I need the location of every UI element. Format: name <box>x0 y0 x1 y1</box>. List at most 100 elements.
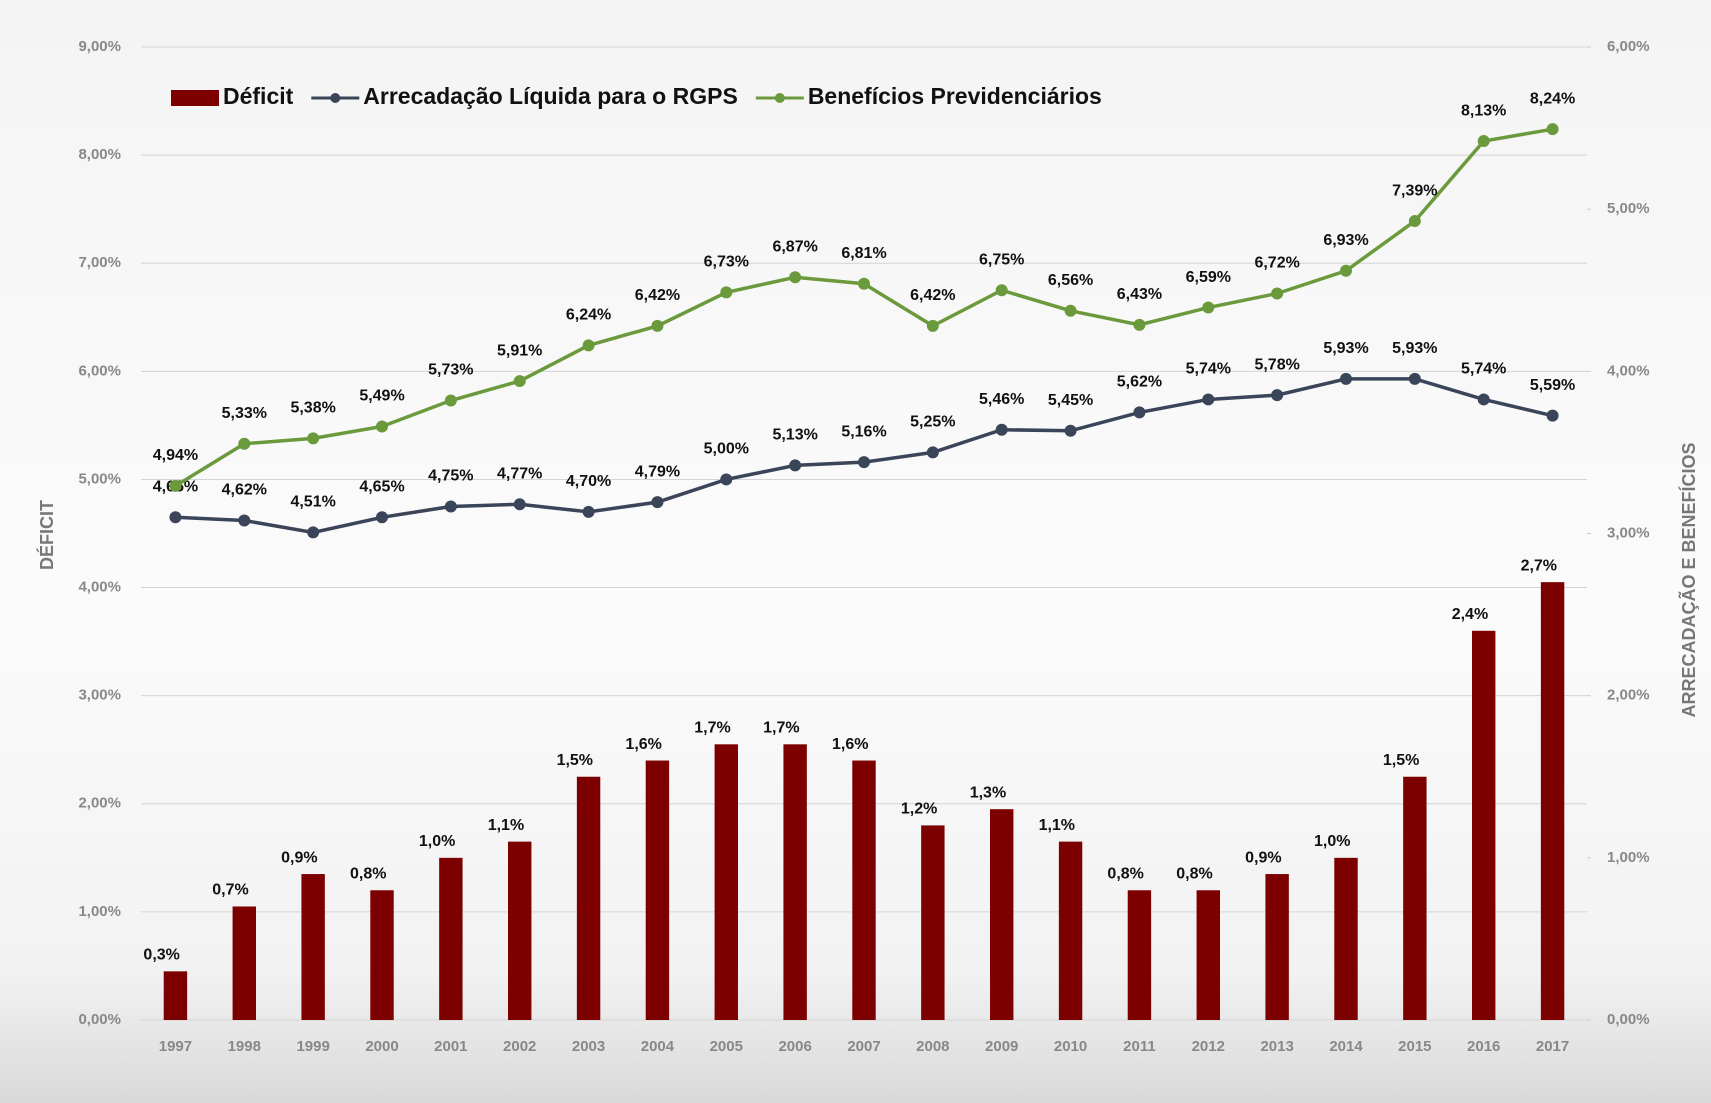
bar <box>1472 630 1496 1020</box>
y-tick-label: 1,00% <box>78 903 121 920</box>
line-value-label: 7,39% <box>1392 182 1437 199</box>
x-tick-label: 2015 <box>1398 1038 1431 1055</box>
bar-value-label: 0,9% <box>1245 849 1281 866</box>
line-value-label: 5,62% <box>1117 374 1162 391</box>
bar-value-label: 1,5% <box>1383 752 1419 769</box>
line-point <box>307 432 320 445</box>
line-value-label: 4,75% <box>428 468 473 485</box>
y2-tick-label: 3,00% <box>1607 524 1650 541</box>
bar <box>370 890 394 1020</box>
line-point <box>651 319 664 332</box>
line-point <box>1133 318 1146 331</box>
line-point <box>307 526 320 539</box>
line-value-label: 5,73% <box>428 362 473 379</box>
line-point <box>926 319 939 332</box>
line-point <box>238 514 251 527</box>
bar-value-label: 1,7% <box>694 720 730 737</box>
bar-value-label: 1,1% <box>1039 817 1075 834</box>
line-point <box>1546 123 1559 136</box>
y2-tick-label: 4,00% <box>1607 362 1650 379</box>
bar <box>1265 874 1289 1020</box>
line-value-label: 5,33% <box>222 405 267 422</box>
bar <box>852 760 876 1020</box>
bar <box>783 744 807 1020</box>
x-tick-label: 2010 <box>1054 1038 1087 1055</box>
x-tick-label: 2002 <box>503 1038 536 1055</box>
line-point <box>789 459 802 472</box>
y2-tick-label: 1,00% <box>1607 849 1650 866</box>
line-point <box>376 511 388 524</box>
line-point <box>858 277 870 290</box>
line-point <box>1202 301 1215 314</box>
bar-value-label: 1,7% <box>763 720 799 737</box>
y2-tick-label: 0,00% <box>1607 1011 1650 1028</box>
bar <box>508 841 532 1020</box>
bar <box>645 760 670 1020</box>
x-tick-label: 2001 <box>434 1038 467 1055</box>
y2-tick-label: 2,00% <box>1607 687 1650 704</box>
line-value-label: 4,65% <box>359 479 404 496</box>
line-value-label: 6,56% <box>1048 272 1093 289</box>
y-tick-label: 7,00% <box>78 254 121 271</box>
bar <box>439 857 463 1020</box>
x-tick-label: 1999 <box>296 1038 329 1055</box>
x-tick-label: 2013 <box>1260 1038 1293 1055</box>
line-point <box>582 339 595 352</box>
bar-value-label: 1,0% <box>1314 833 1350 850</box>
bar-value-label: 0,8% <box>1176 865 1212 882</box>
x-tick-label: 2012 <box>1192 1038 1225 1055</box>
line-value-label: 5,74% <box>1461 361 1506 378</box>
line-value-label: 5,16% <box>841 423 886 440</box>
line-point <box>1340 264 1352 277</box>
x-tick-label: 2017 <box>1536 1038 1569 1055</box>
legend-swatch <box>171 90 219 106</box>
x-tick-label: 1998 <box>228 1038 261 1055</box>
y-tick-label: 4,00% <box>78 579 121 596</box>
x-tick-label: 1997 <box>159 1038 192 1055</box>
line-point <box>1064 304 1077 317</box>
line-value-label: 6,59% <box>1186 269 1231 286</box>
legend-label: Arrecadação Líquida para o RGPS <box>363 83 738 109</box>
line-point <box>1064 424 1077 437</box>
line-point <box>1340 372 1352 385</box>
line-value-label: 6,24% <box>566 307 611 324</box>
line-value-label: 4,51% <box>290 494 335 511</box>
legend-swatch <box>330 93 341 103</box>
bar <box>1403 776 1427 1020</box>
bar-value-label: 1,6% <box>625 736 661 753</box>
x-tick-label: 2007 <box>847 1038 880 1055</box>
bar-value-label: 0,7% <box>212 882 248 899</box>
line-value-label: 6,42% <box>910 287 955 304</box>
line-point <box>582 505 595 518</box>
y-axis-title: DÉFICIT <box>36 500 57 570</box>
bar-value-label: 0,9% <box>281 849 317 866</box>
x-tick-label: 2009 <box>985 1038 1018 1055</box>
line-point <box>513 498 526 511</box>
bar-value-label: 1,1% <box>488 817 524 834</box>
x-tick-label: 2003 <box>572 1038 605 1055</box>
bar-value-label: 1,0% <box>419 833 455 850</box>
line-point <box>858 456 870 469</box>
line-value-label: 5,25% <box>910 414 955 431</box>
line-point <box>1408 372 1421 385</box>
y-tick-label: 3,00% <box>78 687 121 704</box>
line-value-label: 8,13% <box>1461 102 1506 119</box>
line-point <box>1477 393 1490 406</box>
bar <box>1540 582 1565 1020</box>
line-value-label: 6,87% <box>772 238 817 255</box>
line-point <box>376 420 388 433</box>
bar <box>921 825 945 1020</box>
bar <box>990 809 1014 1020</box>
line-value-label: 5,46% <box>979 391 1024 408</box>
bar-value-label: 2,7% <box>1521 557 1557 574</box>
line-point <box>720 286 733 299</box>
line-value-label: 5,59% <box>1530 377 1575 394</box>
line-value-label: 5,93% <box>1323 340 1368 357</box>
line-point <box>444 500 457 513</box>
x-tick-label: 2014 <box>1329 1038 1363 1055</box>
line-value-label: 5,93% <box>1392 340 1437 357</box>
line-point <box>1133 406 1146 419</box>
y2-axis-title: ARRECADAÇÃO E BENEFÍCIOS <box>1678 442 1699 717</box>
y-tick-label: 0,00% <box>78 1011 121 1028</box>
